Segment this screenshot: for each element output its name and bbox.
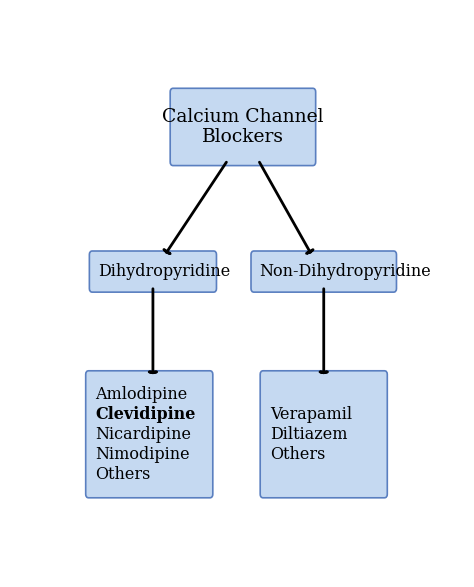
Text: Diltiazem: Diltiazem xyxy=(270,426,347,443)
Text: Amlodipine: Amlodipine xyxy=(95,386,188,403)
FancyBboxPatch shape xyxy=(90,251,217,292)
Text: Verapamil: Verapamil xyxy=(270,406,352,423)
Text: Clevidipine: Clevidipine xyxy=(95,406,196,423)
Text: Others: Others xyxy=(270,446,325,463)
FancyBboxPatch shape xyxy=(251,251,396,292)
FancyBboxPatch shape xyxy=(86,371,213,498)
Text: Calcium Channel
Blockers: Calcium Channel Blockers xyxy=(162,107,324,146)
FancyBboxPatch shape xyxy=(260,371,387,498)
Text: Nicardipine: Nicardipine xyxy=(95,426,191,443)
Text: Dihydropyridine: Dihydropyridine xyxy=(98,263,230,280)
FancyBboxPatch shape xyxy=(170,88,316,166)
Text: Others: Others xyxy=(95,465,151,483)
Text: Non-Dihydropyridine: Non-Dihydropyridine xyxy=(259,263,431,280)
Text: Nimodipine: Nimodipine xyxy=(95,446,190,463)
